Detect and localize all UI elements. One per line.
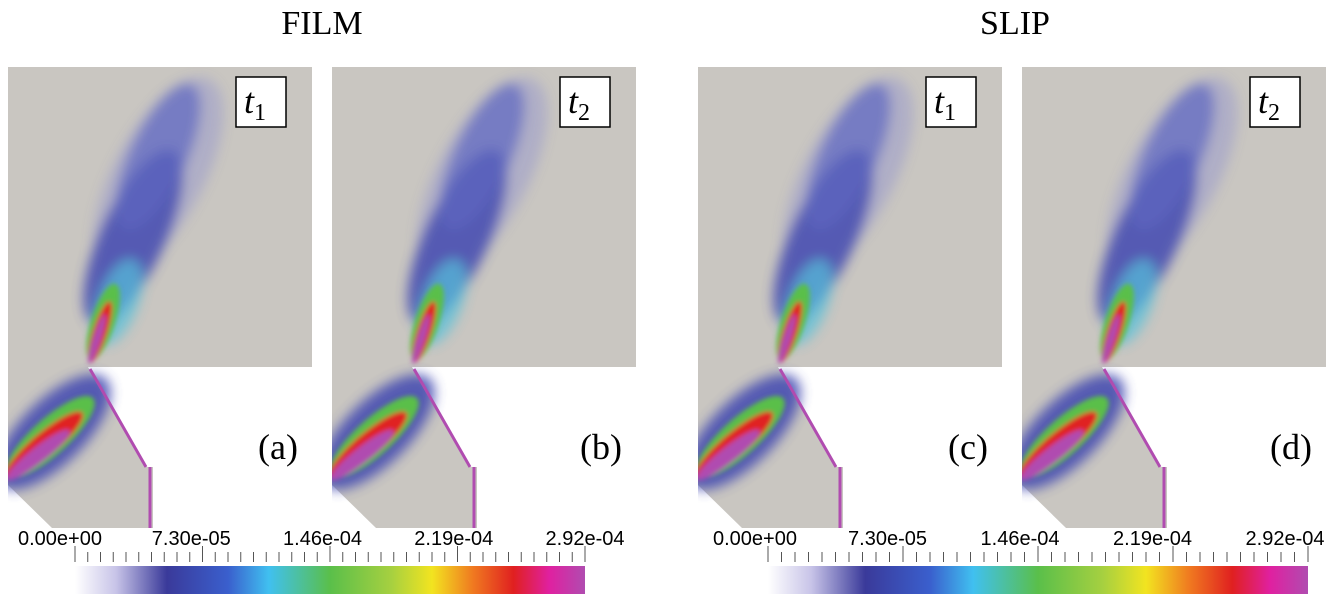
panel: t2 (b) (301, 59, 636, 528)
colorbar-tick-label: 0.00e+00 (18, 528, 102, 550)
panel: t1 (c) (667, 59, 1002, 528)
time-subscript: 2 (578, 100, 590, 126)
colorbar (768, 566, 1308, 594)
time-symbol: t (244, 81, 255, 121)
time-label: t2 (568, 81, 590, 126)
time-box (1249, 76, 1301, 128)
time-label: t1 (244, 81, 266, 126)
time-subscript: 1 (944, 100, 956, 126)
panel-label: (c) (948, 427, 988, 467)
colorbar (75, 566, 585, 594)
colorbar-tick-label: 1.46e-04 (981, 528, 1060, 550)
time-label: t1 (934, 81, 956, 126)
time-subscript: 2 (1268, 100, 1280, 126)
colorbar-tick-label: 1.46e-04 (283, 528, 362, 550)
time-subscript: 1 (254, 100, 266, 126)
panel-label: (d) (1270, 427, 1312, 467)
colorbar-tick-label: 7.30e-05 (848, 528, 927, 550)
colorbar-tick-label: 0.00e+00 (713, 528, 797, 550)
time-symbol: t (934, 81, 945, 121)
colorbar-tick-label: 2.92e-04 (546, 528, 625, 550)
colorbar-tick-label: 7.30e-05 (152, 528, 231, 550)
colorbar-tick-label: 2.19e-04 (414, 528, 493, 550)
time-label: t2 (1258, 81, 1280, 126)
time-box (235, 76, 287, 128)
panel: t1 (a) (0, 59, 312, 528)
group-title: SLIP (980, 5, 1050, 42)
time-box (559, 76, 611, 128)
colorbar-tick-label: 2.92e-04 (1246, 528, 1325, 550)
panel: t2 (d) (991, 59, 1326, 528)
group-title: FILM (281, 5, 362, 42)
time-symbol: t (1258, 81, 1269, 121)
panel-label: (b) (580, 427, 622, 467)
time-symbol: t (568, 81, 579, 121)
panel-label: (a) (258, 427, 298, 467)
time-box (925, 76, 977, 128)
colorbar-tick-label: 2.19e-04 (1113, 528, 1192, 550)
